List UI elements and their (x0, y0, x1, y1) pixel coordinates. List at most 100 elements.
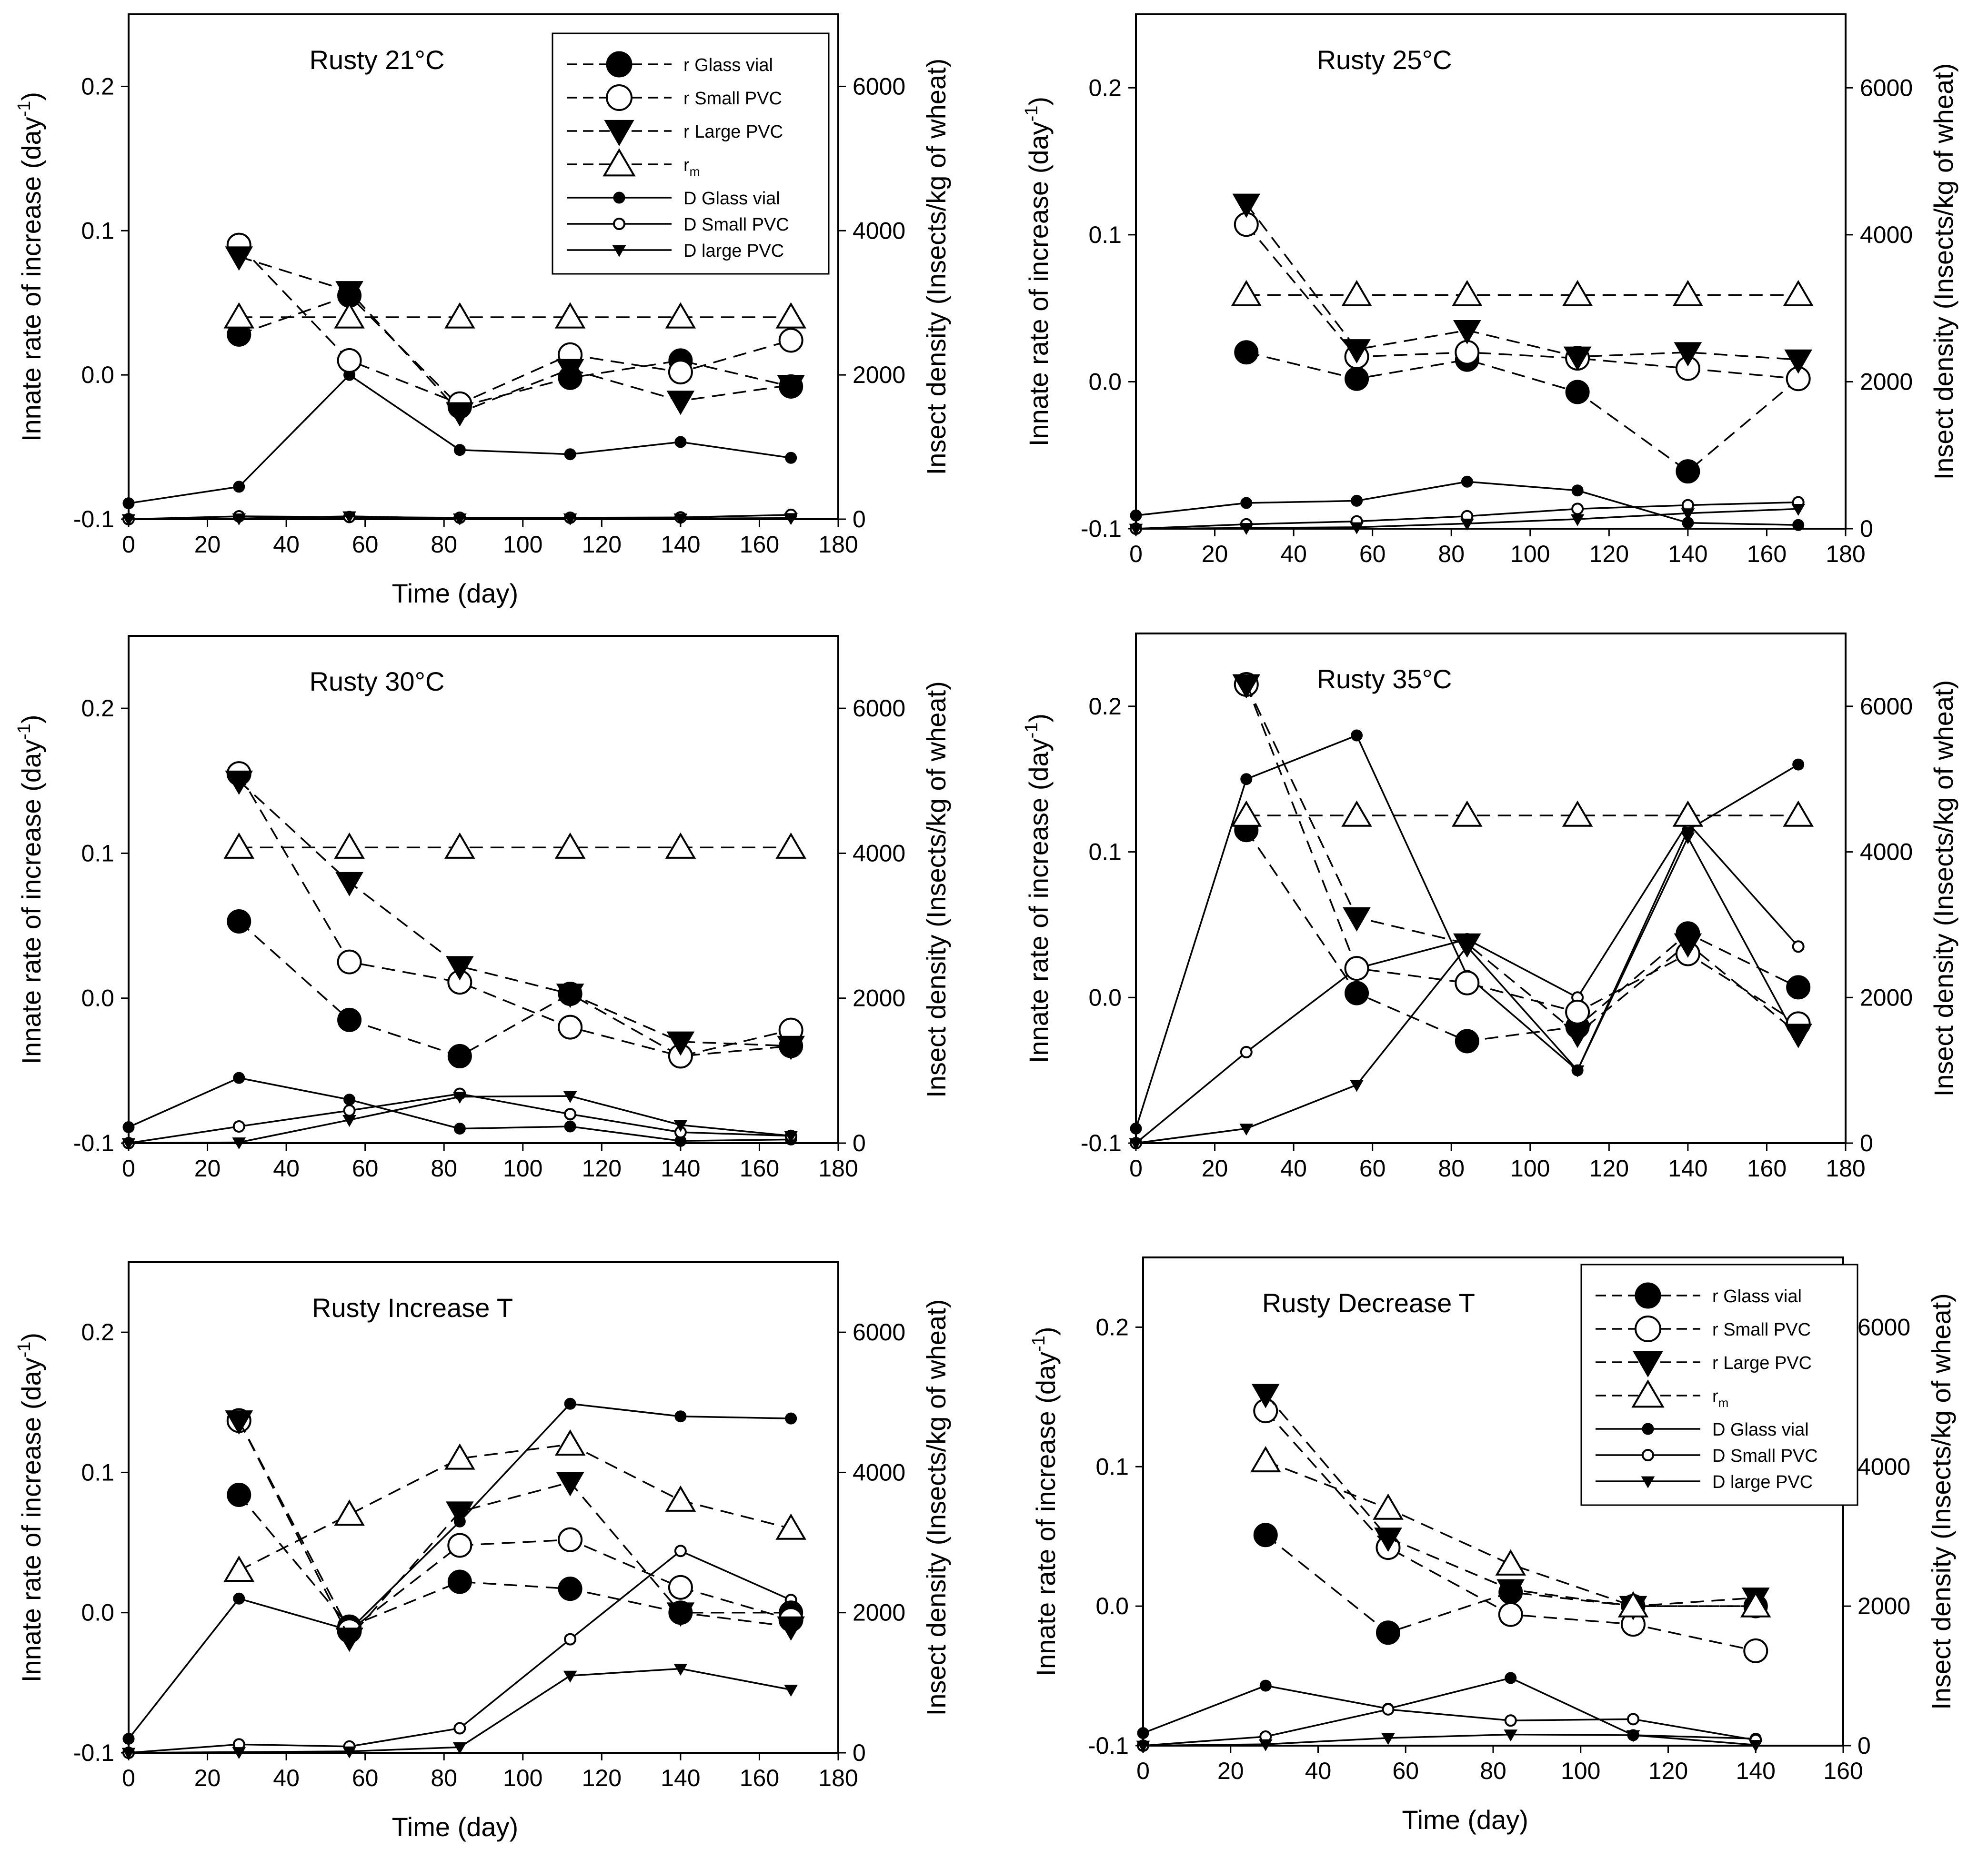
data-point (342, 1746, 356, 1759)
data-point (452, 1742, 467, 1754)
data-point (784, 1131, 798, 1143)
data-point (674, 1545, 687, 1558)
data-point (563, 1670, 577, 1683)
series-rm (1231, 800, 1814, 827)
x-tick-label: 160 (1747, 1155, 1787, 1182)
data-point (227, 909, 251, 934)
x-tick-label: 100 (1510, 541, 1550, 567)
x-tick-label: 100 (503, 1765, 542, 1791)
y-right-tick-label: 4000 (1860, 839, 1913, 865)
series-d-glass-vial (122, 369, 797, 510)
data-point (1231, 280, 1262, 306)
data-point (1792, 758, 1805, 771)
data-point (232, 513, 246, 526)
x-tick-label: 60 (1359, 541, 1386, 567)
data-point (1351, 494, 1363, 507)
data-point (335, 281, 363, 306)
data-point (564, 448, 576, 461)
series-d-large-pvc (121, 1091, 798, 1150)
series-r-large-pvc (225, 246, 805, 427)
y-left-tick-label: 0.0 (1088, 984, 1122, 1011)
y-right-axis-label: Insect density (Insects/kg of wheat) (921, 59, 951, 475)
x-tick-label: 180 (1826, 541, 1865, 567)
y-right-tick-label: 4000 (853, 1459, 905, 1486)
data-point (337, 348, 362, 373)
y-left-axis-label: Innate rate of increase (day-1) (14, 714, 46, 1064)
series-r-large-pvc (225, 1410, 805, 1652)
x-tick-label: 120 (582, 1155, 622, 1182)
data-point (223, 1555, 255, 1582)
chart-title: Rusty 25°C (1317, 45, 1452, 75)
data-point (444, 302, 475, 329)
data-point (1674, 342, 1702, 367)
legend-label-base: r (1712, 1387, 1718, 1407)
data-point (1563, 346, 1592, 371)
data-point (1253, 1523, 1278, 1547)
data-point (1748, 1740, 1763, 1752)
x-tick-label: 180 (1826, 1155, 1865, 1182)
legend-label: D Small PVC (1712, 1446, 1818, 1466)
data-point (1562, 800, 1593, 827)
legend-item-d-large: D large PVC (1596, 1472, 1813, 1492)
series-d-large-pvc (121, 1664, 798, 1760)
legend-label-subscript: m (690, 164, 700, 179)
data-point (1351, 729, 1363, 742)
data-point (1627, 1713, 1639, 1726)
data-point (784, 1685, 798, 1697)
data-point (342, 511, 356, 523)
y-right-tick-label: 4000 (853, 840, 905, 866)
data-point (446, 1501, 474, 1526)
data-point (334, 832, 365, 859)
x-tick-label: 160 (740, 531, 779, 558)
legend-label: r Glass vial (1712, 1286, 1802, 1306)
data-point (223, 832, 255, 859)
legend-box (552, 32, 830, 275)
x-tick-label: 20 (1202, 541, 1228, 567)
data-point (335, 872, 363, 896)
data-point (446, 402, 474, 427)
data-point (1341, 280, 1372, 306)
data-point (673, 1664, 688, 1676)
series-r-large-pvc (1232, 193, 1812, 374)
data-point (1504, 1714, 1517, 1727)
chart-panel-1: 0 20 40 60 80 100 120 140 160 180 -0.1 0.0 0.1 0.2 0 20… (14, 13, 951, 608)
series-rm (1231, 280, 1814, 306)
series-line (238, 1420, 791, 1639)
legend-item-r-small: r Small PVC (567, 84, 782, 111)
data-point (1570, 1065, 1585, 1077)
series-line (1245, 829, 1799, 1042)
legend-marker (604, 120, 634, 146)
data-point (1571, 502, 1584, 515)
series-r-glass-vial (1234, 818, 1811, 1054)
data-point (121, 1748, 136, 1760)
data-point (1505, 1672, 1517, 1684)
series-rm (223, 1429, 806, 1582)
y-right-tick-label: 4000 (853, 217, 905, 244)
data-point (1562, 280, 1593, 306)
x-tick-label: 60 (352, 1155, 379, 1182)
y-left-tick-label: -0.1 (1088, 1732, 1129, 1759)
legend-item-r-large: r Large PVC (1596, 1351, 1812, 1377)
data-point (563, 1091, 577, 1103)
x-tick-label: 40 (273, 531, 300, 558)
y-left-tick-label: -0.1 (1081, 1130, 1122, 1156)
series-r-large-pvc (225, 770, 805, 1060)
series-rm (223, 302, 806, 329)
data-point (668, 1575, 693, 1600)
legend-marker (612, 245, 626, 257)
data-point (1240, 497, 1253, 509)
series-line (1245, 224, 1798, 380)
data-point (447, 1569, 472, 1594)
y-left-tick-label: 0.0 (1095, 1593, 1129, 1619)
data-point (233, 481, 245, 493)
data-point (337, 1007, 362, 1032)
data-point (1350, 522, 1364, 534)
data-point (1374, 1527, 1402, 1552)
series-r-glass-vial (1234, 340, 1811, 484)
data-point (1565, 999, 1590, 1025)
y-left-tick-label: 0.1 (81, 840, 114, 866)
data-point (1496, 1579, 1525, 1604)
y-right-tick-label: 0 (1860, 515, 1873, 542)
y-left-tick-label: 0.0 (1088, 368, 1122, 395)
